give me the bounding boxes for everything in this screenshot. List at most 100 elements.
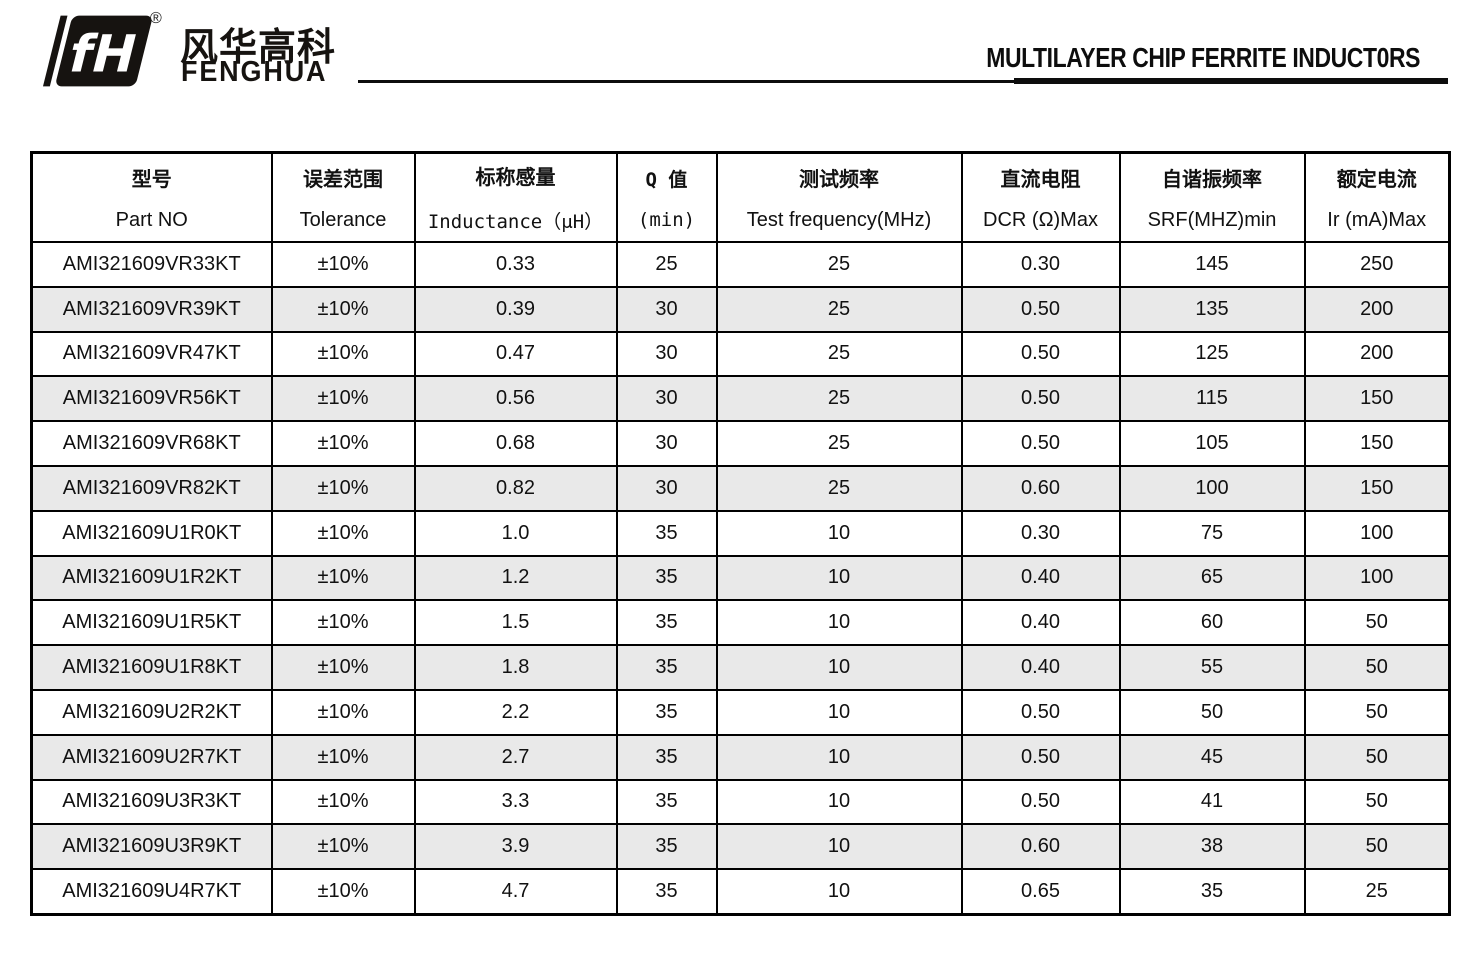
value-cell: 0.50 — [960, 778, 1121, 826]
value-cell: 135 — [1118, 285, 1306, 333]
part-no-cell: AMI321609U2R7KT — [30, 733, 273, 781]
value-cell: 10 — [715, 554, 963, 602]
value-cell: 35 — [615, 823, 718, 871]
value-cell: 1.5 — [413, 599, 618, 647]
value-cell: 0.40 — [960, 599, 1121, 647]
value-cell: 0.65 — [960, 868, 1121, 916]
value-cell: 100 — [1118, 464, 1306, 512]
value-cell: ±10% — [270, 330, 416, 378]
table-row: AMI321609U2R2KT ±10% 2.2 35 10 0.50 50 50 — [30, 688, 1451, 736]
table-row: AMI321609VR56KT ±10% 0.56 30 25 0.50 115 150 — [30, 375, 1451, 423]
value-cell: 0.60 — [960, 464, 1121, 512]
value-cell: 10 — [715, 733, 963, 781]
value-cell: ±10% — [270, 464, 416, 512]
value-cell: 0.50 — [960, 375, 1121, 423]
part-no-cell: AMI321609U2R2KT — [30, 688, 273, 736]
value-cell: 50 — [1118, 688, 1306, 736]
col-header-cn: 直流电阻 — [1000, 169, 1081, 191]
col-header-en: (min) — [637, 208, 696, 231]
value-cell: 25 — [1303, 868, 1451, 916]
value-cell: 35 — [615, 644, 718, 691]
col-header-en: DCR (Ω)Max — [983, 209, 1098, 231]
col-header-part-no: 型号 Part NO — [30, 151, 273, 243]
value-cell: 30 — [615, 464, 718, 512]
part-no-cell: AMI321609U1R5KT — [30, 599, 273, 647]
value-cell: 4.7 — [413, 868, 618, 916]
value-cell: 200 — [1303, 285, 1451, 333]
col-header-rated-current: 额定电流 Ir (mA)Max — [1303, 151, 1451, 243]
col-header-cn: 自谐振频率 — [1162, 169, 1262, 191]
value-cell: 10 — [715, 868, 963, 916]
part-no-cell: AMI321609VR39KT — [30, 285, 273, 333]
col-header-en: Inductance（μH） — [427, 211, 604, 233]
col-header-en: Tolerance — [299, 209, 387, 231]
table-row: AMI321609U4R7KT ±10% 4.7 35 10 0.65 35 25 — [30, 868, 1451, 916]
value-cell: 0.40 — [960, 644, 1121, 691]
value-cell: 50 — [1303, 733, 1451, 781]
col-header-cn: 型号 — [131, 169, 172, 191]
value-cell: 2.2 — [413, 688, 618, 736]
value-cell: 100 — [1303, 554, 1451, 602]
value-cell: 105 — [1118, 420, 1306, 467]
value-cell: 0.50 — [960, 688, 1121, 736]
value-cell: ±10% — [270, 644, 416, 691]
header-rule-thick — [1014, 78, 1448, 84]
value-cell: 100 — [1303, 509, 1451, 557]
value-cell: 1.8 — [413, 644, 618, 691]
table-row: AMI321609U1R0KT ±10% 1.0 35 10 0.30 75 100 — [30, 509, 1451, 557]
table-row: AMI321609VR33KT ±10% 0.33 25 25 0.30 145 250 — [30, 241, 1451, 288]
value-cell: 25 — [715, 285, 963, 333]
value-cell: 0.68 — [413, 420, 618, 467]
brand-name-english: FENGHUA — [181, 56, 328, 88]
col-header-en: SRF(MHZ)min — [1147, 209, 1277, 231]
value-cell: 41 — [1118, 778, 1306, 826]
table-row: AMI321609U1R5KT ±10% 1.5 35 10 0.40 60 50 — [30, 599, 1451, 647]
value-cell: 1.2 — [413, 554, 618, 602]
part-no-cell: AMI321609U3R9KT — [30, 823, 273, 871]
logo-slash — [42, 15, 68, 87]
col-header-en: Ir (mA)Max — [1327, 209, 1427, 231]
col-header-srf: 自谐振频率 SRF(MHZ)min — [1118, 151, 1306, 243]
col-header-tolerance: 误差范围 Tolerance — [270, 151, 416, 243]
col-header-test-frequency: 测试频率 Test frequency(MHz) — [715, 151, 963, 243]
value-cell: 10 — [715, 644, 963, 691]
value-cell: 0.50 — [960, 733, 1121, 781]
value-cell: 10 — [715, 778, 963, 826]
logo-body — [56, 15, 152, 87]
value-cell: 30 — [615, 420, 718, 467]
col-header-cn: 额定电流 — [1336, 169, 1417, 191]
value-cell: 0.50 — [960, 420, 1121, 467]
value-cell: 150 — [1303, 464, 1451, 512]
brand-name-chinese: 风华高科 — [180, 27, 337, 69]
value-cell: 25 — [715, 464, 963, 512]
part-no-cell: AMI321609U1R2KT — [30, 554, 273, 602]
value-cell: ±10% — [270, 778, 416, 826]
value-cell: 50 — [1303, 823, 1451, 871]
logo-letters: fH — [63, 25, 143, 84]
col-header-cn: 标称感量 — [475, 167, 556, 189]
value-cell: 35 — [615, 599, 718, 647]
value-cell: 38 — [1118, 823, 1306, 871]
value-cell: ±10% — [270, 420, 416, 467]
part-no-cell: AMI321609VR33KT — [30, 241, 273, 288]
value-cell: 45 — [1118, 733, 1306, 781]
part-no-cell: AMI321609U1R8KT — [30, 644, 273, 691]
registered-trademark-icon: ® — [150, 10, 162, 27]
value-cell: 35 — [615, 554, 718, 602]
value-cell: 35 — [615, 778, 718, 826]
value-cell: ±10% — [270, 868, 416, 916]
value-cell: 25 — [715, 420, 963, 467]
table-row: AMI321609VR47KT ±10% 0.47 30 25 0.50 125 200 — [30, 330, 1451, 378]
table-row: AMI321609VR68KT ±10% 0.68 30 25 0.50 105 150 — [30, 420, 1451, 467]
value-cell: 30 — [615, 330, 718, 378]
table-row: AMI321609U2R7KT ±10% 2.7 35 10 0.50 45 50 — [30, 733, 1451, 781]
value-cell: ±10% — [270, 733, 416, 781]
value-cell: 35 — [615, 509, 718, 557]
value-cell: 2.7 — [413, 733, 618, 781]
part-no-cell: AMI321609VR47KT — [30, 330, 273, 378]
col-header-inductance: 标称感量 Inductance（μH） — [413, 151, 618, 243]
part-no-cell: AMI321609U3R3KT — [30, 778, 273, 826]
value-cell: 150 — [1303, 420, 1451, 467]
value-cell: 250 — [1303, 241, 1451, 288]
